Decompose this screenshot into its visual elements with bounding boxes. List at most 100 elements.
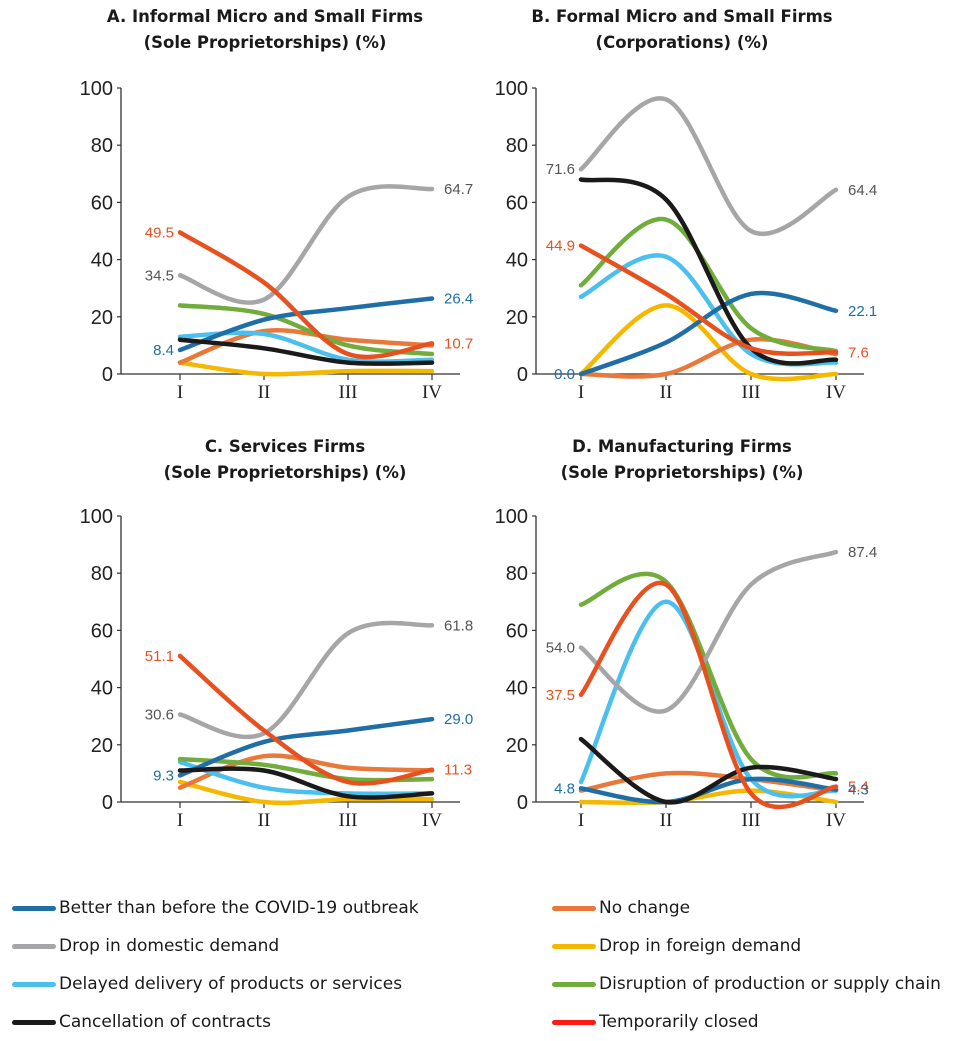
panel-d-series-closed bbox=[578, 580, 839, 810]
panel-a-data-label: 8.4 bbox=[153, 342, 174, 359]
panel-c-series-domestic bbox=[177, 620, 435, 740]
panel-d-y-tick-label: 0 bbox=[517, 792, 528, 814]
legend-swatch-domestic-demand bbox=[12, 943, 56, 949]
panel-b-subtitle: (Corporations) (%) bbox=[596, 33, 769, 52]
legend-swatch-cancellation bbox=[12, 1019, 56, 1025]
panel-d-y-tick-label: 80 bbox=[506, 563, 528, 585]
panel-a-y-tick-label: 80 bbox=[91, 135, 113, 157]
panel-c-data-label: 51.1 bbox=[145, 648, 174, 665]
panel-d-y-tick-label: 100 bbox=[495, 506, 528, 528]
panel-b-series-domestic bbox=[578, 96, 839, 236]
panel-b-x-tick-label: IV bbox=[826, 382, 846, 403]
panel-c-series-foreign bbox=[177, 779, 435, 806]
panel-c-series-better bbox=[177, 716, 435, 778]
panel-c-data-label: 9.3 bbox=[153, 767, 174, 784]
panel-d-series-disruption bbox=[578, 571, 839, 780]
panel-b-y-tick-label: 80 bbox=[506, 135, 528, 157]
panel-d-y-tick-label: 40 bbox=[506, 678, 528, 700]
panel-a-title: A. Informal Micro and Small Firms bbox=[107, 7, 423, 26]
panel-a-y-tick-label: 40 bbox=[91, 250, 113, 272]
panel-d-series-delayed bbox=[578, 599, 839, 799]
panel-d-data-label: 5.4 bbox=[848, 779, 869, 796]
chart-grid: A. Informal Micro and Small Firms (Sole P… bbox=[80, 7, 878, 831]
panel-c-y-tick-label: 100 bbox=[80, 506, 113, 528]
legend-item-foreign-demand: Drop in foreign demand bbox=[552, 934, 801, 958]
panel-d: D. Manufacturing Firms (Sole Proprietorsh… bbox=[495, 437, 878, 831]
panel-b-data-label: 22.1 bbox=[848, 303, 877, 320]
panel-d-x-tick-label: I bbox=[578, 810, 584, 831]
panel-a-series-cancel bbox=[177, 337, 435, 366]
legend-swatch-temporarily-closed bbox=[552, 1019, 596, 1025]
panel-a-x-tick-label: I bbox=[177, 382, 183, 403]
panel-c-series-cancel bbox=[177, 766, 435, 800]
panel-a-data-label: 64.7 bbox=[444, 181, 473, 198]
legend-item-supply-disruption: Disruption of production or supply chain bbox=[552, 972, 941, 996]
panel-b: B. Formal Micro and Small Firms (Corporat… bbox=[495, 7, 878, 403]
panel-d-data-label: 54.0 bbox=[546, 640, 575, 657]
panel-b-series-better bbox=[578, 290, 839, 377]
legend-label-temporarily-closed: Temporarily closed bbox=[599, 1012, 759, 1032]
legend-swatch-supply-disruption bbox=[552, 981, 596, 987]
panel-c-series-delayed bbox=[177, 759, 435, 797]
legend-label-domestic-demand: Drop in domestic demand bbox=[59, 936, 280, 956]
legend-item-temporarily-closed: Temporarily closed bbox=[552, 1010, 759, 1034]
panel-b-x-tick-label: I bbox=[578, 382, 584, 403]
legend-swatch-foreign-demand bbox=[552, 943, 596, 949]
panel-a-series-domestic bbox=[177, 184, 435, 305]
panel-c-x-tick-label: I bbox=[177, 810, 183, 831]
panel-c-subtitle: (Sole Proprietorships) (%) bbox=[164, 463, 407, 482]
panel-a-y-tick-label: 100 bbox=[80, 78, 113, 100]
panel-d-y-tick-label: 20 bbox=[506, 735, 528, 757]
panel-a-series-closed bbox=[177, 230, 435, 360]
panel-b-title: B. Formal Micro and Small Firms bbox=[531, 7, 832, 26]
panel-b-series-cancel bbox=[578, 177, 839, 366]
panel-d-data-label: 4.8 bbox=[554, 780, 575, 797]
panel-c-y-tick-label: 40 bbox=[91, 678, 113, 700]
panel-c-data-label: 29.0 bbox=[444, 711, 473, 728]
legend-label-delayed-delivery: Delayed delivery of products or services bbox=[59, 974, 403, 994]
panel-a-y-tick-label: 0 bbox=[102, 364, 113, 386]
panel-b-data-label: 7.6 bbox=[848, 344, 869, 361]
panel-a-data-label: 49.5 bbox=[145, 224, 174, 241]
panel-d-title: D. Manufacturing Firms bbox=[572, 437, 792, 456]
panel-c-series-closed bbox=[177, 653, 435, 786]
panel-b-y-tick-label: 60 bbox=[506, 192, 528, 214]
legend-label-better: Better than before the COVID-19 outbreak bbox=[59, 898, 419, 918]
panel-c-y-tick-label: 20 bbox=[91, 735, 113, 757]
panel-c-x-tick-label: II bbox=[258, 810, 271, 831]
panel-c-x-tick-label: III bbox=[339, 810, 358, 831]
panel-c-y-tick-label: 80 bbox=[91, 563, 113, 585]
panel-a-x-tick-label: III bbox=[339, 382, 358, 403]
panel-a-y-tick-label: 60 bbox=[91, 192, 113, 214]
legend-item-cancellation: Cancellation of contracts bbox=[12, 1010, 271, 1034]
panel-d-data-label: 37.5 bbox=[546, 687, 575, 704]
panel-b-series-disruption bbox=[578, 216, 839, 354]
panel-a-x-tick-label: IV bbox=[422, 382, 442, 403]
panel-d-x-tick-label: II bbox=[660, 810, 673, 831]
panel-b-y-tick-label: 0 bbox=[517, 364, 528, 386]
legend-label-cancellation: Cancellation of contracts bbox=[59, 1012, 271, 1032]
panel-b-series-closed bbox=[578, 243, 839, 356]
legend-swatch-delayed-delivery bbox=[12, 981, 56, 987]
panel-b-series-foreign bbox=[578, 303, 839, 382]
panel-a-subtitle: (Sole Proprietorships) (%) bbox=[144, 33, 387, 52]
panel-d-x-tick-label: III bbox=[742, 810, 761, 831]
panel-a-series-better bbox=[177, 296, 435, 353]
legend-item-domestic-demand: Drop in domestic demand bbox=[12, 934, 279, 958]
panel-d-subtitle: (Sole Proprietorships) (%) bbox=[561, 463, 804, 482]
legend: Better than before the COVID-19 outbreak… bbox=[0, 890, 966, 1041]
panel-b-x-tick-label: III bbox=[742, 382, 761, 403]
panel-b-y-tick-label: 100 bbox=[495, 78, 528, 100]
panel-a-data-label: 10.7 bbox=[444, 335, 473, 352]
panel-b-data-label: 44.9 bbox=[546, 238, 575, 255]
panel-a-y-tick-label: 20 bbox=[91, 307, 113, 329]
panel-a-series-nochange bbox=[177, 328, 435, 365]
panel-c-x-tick-label: IV bbox=[422, 810, 442, 831]
panel-d-data-label: 4.3 bbox=[848, 782, 869, 799]
panel-c-data-label: 61.8 bbox=[444, 617, 473, 634]
panel-c-y-tick-label: 0 bbox=[102, 792, 113, 814]
panel-c: C. Services Firms (Sole Proprietorships) … bbox=[80, 437, 474, 831]
panel-b-data-label: 64.4 bbox=[848, 182, 877, 199]
panel-d-series-cancel bbox=[578, 736, 839, 805]
panel-a-x-tick-label: II bbox=[258, 382, 271, 403]
